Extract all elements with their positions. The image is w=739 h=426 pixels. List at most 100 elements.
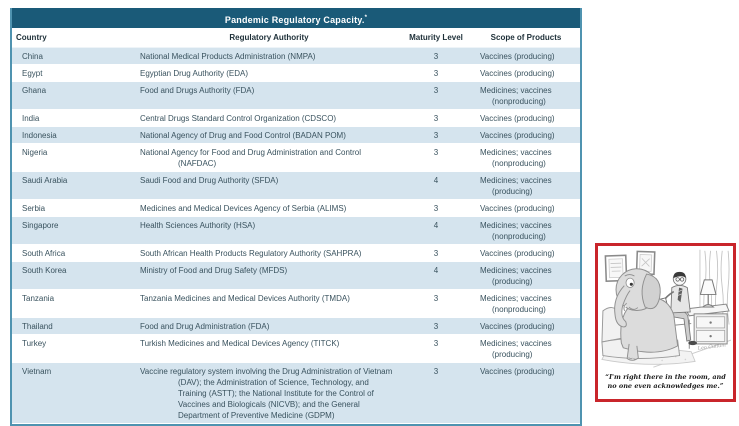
regulatory-capacity-table: Pandemic Regulatory Capacity.* Country R… (10, 8, 582, 426)
picture-frame-icon (604, 254, 628, 282)
cell-maturity: 3 (400, 126, 472, 144)
cell-country: Serbia (12, 199, 138, 217)
elephant-cartoon: Leo Cullum “I'm right there in the room,… (595, 243, 736, 402)
column-header-country: Country (12, 28, 138, 48)
elephant-body (620, 297, 679, 353)
cell-scope: Vaccines (producing) (480, 130, 555, 140)
table-body: China National Medical Products Administ… (12, 47, 580, 424)
table-row: South Korea Ministry of Food and Drug Sa… (12, 261, 580, 290)
cell-authority: Ministry of Food and Drug Safety (MFDS) (140, 265, 288, 275)
hair (673, 271, 686, 278)
cell-country: Saudi Arabia (12, 171, 138, 200)
cell-country: Singapore (12, 216, 138, 245)
cell-maturity: 3 (400, 143, 472, 172)
cell-country: China (12, 47, 138, 65)
cell-authority: Health Sciences Authority (HSA) (140, 220, 256, 230)
side-table (684, 303, 730, 345)
cell-maturity: 3 (400, 289, 472, 318)
table-row: Serbia Medicines and Medical Devices Age… (12, 199, 580, 217)
table-row: South Africa South African Health Produc… (12, 244, 580, 262)
table-row: Ghana Food and Drugs Authority (FDA) 3 M… (12, 81, 580, 110)
cell-scope: Medicines; vaccines (nonproducing) (480, 85, 552, 106)
cell-scope: Medicines; vaccines (nonproducing) (480, 220, 552, 241)
elephant-toes (628, 357, 638, 360)
cell-country: Egypt (12, 64, 138, 82)
cell-maturity: 3 (400, 81, 472, 110)
cartoon-caption: “I'm right there in the room, and no one… (605, 373, 726, 390)
cell-maturity: 4 (400, 171, 472, 200)
cell-scope: Vaccines (producing) (480, 248, 555, 258)
cell-authority: National Agency for Food and Drug Admini… (140, 147, 362, 168)
cell-authority: Food and Drug Administration (FDA) (140, 321, 270, 331)
elephant (614, 268, 679, 361)
table-row: Tanzania Tanzania Medicines and Medical … (12, 289, 580, 318)
cell-scope: Vaccines (producing) (480, 51, 555, 61)
cell-country: India (12, 109, 138, 127)
table-row: Egypt Egyptian Drug Authority (EDA) 3 Va… (12, 64, 580, 82)
cell-country: Vietnam (12, 362, 138, 424)
column-header-maturity: Maturity Level (400, 28, 472, 48)
table-row: Thailand Food and Drug Administration (F… (12, 317, 580, 335)
cell-maturity: 3 (400, 199, 472, 217)
cell-country: South Korea (12, 261, 138, 290)
column-header-authority: Regulatory Authority (138, 28, 400, 48)
cell-country: South Africa (12, 244, 138, 262)
table-row: Nigeria National Agency for Food and Dru… (12, 143, 580, 172)
elephant-trunk (614, 285, 631, 328)
cell-scope: Medicines; vaccines (producing) (480, 338, 552, 359)
cell-maturity: 3 (400, 317, 472, 335)
cell-maturity: 3 (400, 109, 472, 127)
artist-signature: Leo Cullum (697, 342, 727, 352)
cell-scope: Vaccines (producing) (480, 321, 555, 331)
table-lamp-icon (699, 279, 717, 308)
cell-authority: Medicines and Medical Devices Agency of … (140, 203, 347, 213)
cell-country: Nigeria (12, 143, 138, 172)
cell-maturity: 3 (400, 47, 472, 65)
cell-maturity: 4 (400, 261, 472, 290)
shoe (688, 340, 698, 346)
cell-country: Turkey (12, 334, 138, 363)
cell-authority: Saudi Food and Drug Authority (SFDA) (140, 175, 279, 185)
cell-maturity: 4 (400, 216, 472, 245)
cell-authority: Food and Drugs Authority (FDA) (140, 85, 255, 95)
cell-scope: Medicines; vaccines (producing) (480, 265, 552, 286)
elephant-ear (641, 273, 661, 310)
cell-maturity: 3 (400, 244, 472, 262)
cell-maturity: 3 (400, 362, 472, 424)
cell-country: Thailand (12, 317, 138, 335)
elephant-leg (626, 343, 639, 361)
table-title: Pandemic Regulatory Capacity.* (12, 8, 580, 28)
cell-maturity: 3 (400, 334, 472, 363)
table-title-text: Pandemic Regulatory Capacity. (224, 15, 365, 25)
elephant-eye (625, 277, 635, 288)
table-header-row: Country Regulatory Authority Maturity Le… (12, 28, 580, 48)
cell-authority: Central Drugs Standard Control Organizat… (140, 113, 337, 123)
column-header-scope: Scope of Products (472, 28, 580, 48)
cell-country: Tanzania (12, 289, 138, 318)
cartoon-drawing: Leo Cullum (601, 249, 731, 368)
cell-authority: South African Health Products Regulatory… (140, 248, 362, 258)
cell-country: Indonesia (12, 126, 138, 144)
table-row: China National Medical Products Administ… (12, 47, 580, 65)
table-row: Vietnam Vaccine regulatory system involv… (12, 362, 580, 424)
glasses-icon (675, 277, 685, 282)
elephant-mouth (628, 306, 639, 310)
cell-authority: Vaccine regulatory system involving the … (140, 366, 393, 420)
table-row: Turkey Turkish Medicines and Medical Dev… (12, 334, 580, 363)
cell-scope: Medicines; vaccines (producing) (480, 175, 552, 196)
table-title-footnote-mark: * (364, 15, 368, 21)
table-row: India Central Drugs Standard Control Org… (12, 109, 580, 127)
cell-authority: National Agency of Drug and Food Control… (140, 130, 346, 140)
cell-authority: National Medical Products Administration… (140, 51, 316, 61)
cell-authority: Tanzania Medicines and Medical Devices A… (140, 293, 350, 303)
cell-scope: Vaccines (producing) (480, 203, 555, 213)
cell-scope: Medicines; vaccines (nonproducing) (480, 147, 552, 168)
cell-authority: Turkish Medicines and Medical Devices Ag… (140, 338, 340, 348)
elephant-tusk (623, 302, 628, 312)
table-row: Singapore Health Sciences Authority (HSA… (12, 216, 580, 245)
cell-authority: Egyptian Drug Authority (EDA) (140, 68, 249, 78)
cell-scope: Vaccines (producing) (480, 68, 555, 78)
table-row: Saudi Arabia Saudi Food and Drug Authori… (12, 171, 580, 200)
cell-scope: Vaccines (producing) (480, 366, 555, 376)
data-table: Country Regulatory Authority Maturity Le… (12, 28, 580, 424)
